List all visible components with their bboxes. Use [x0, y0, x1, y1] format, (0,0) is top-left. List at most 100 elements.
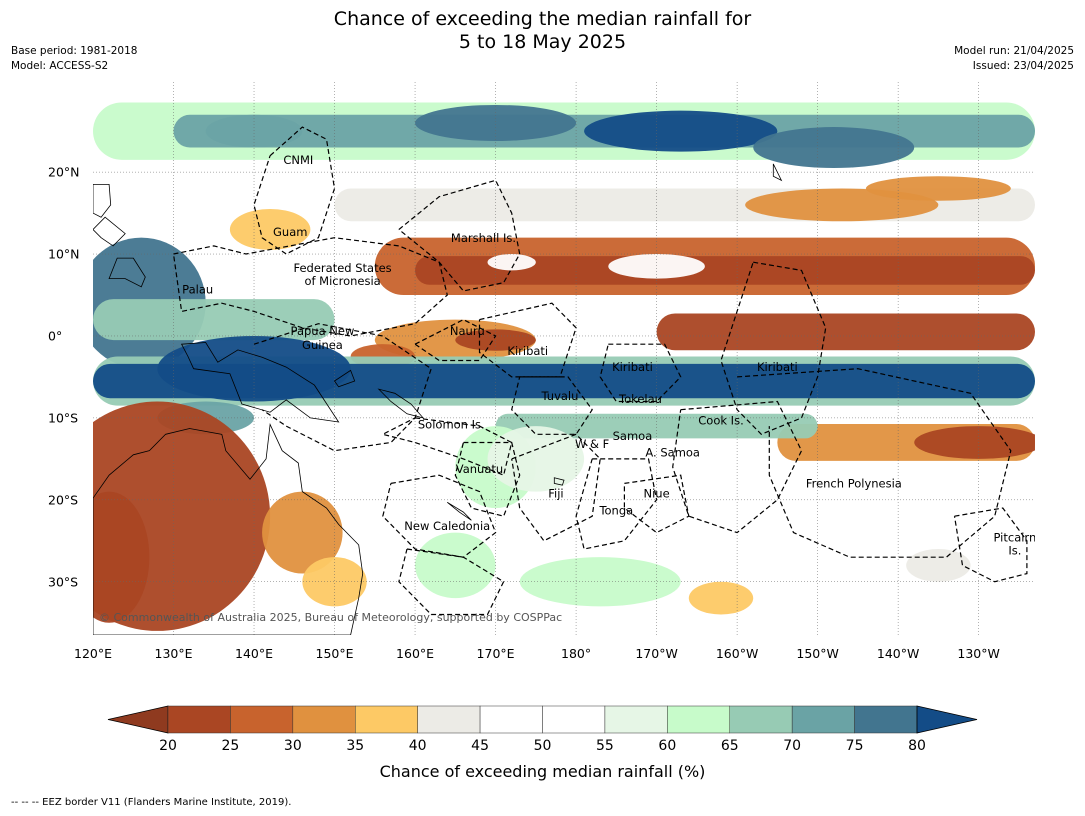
- map-title: Chance of exceeding the median rainfall …: [0, 8, 1085, 54]
- title-line-1: Chance of exceeding the median rainfall …: [333, 8, 752, 30]
- colorbar-segment: [854, 705, 918, 734]
- region-label: Kiribati: [612, 360, 653, 374]
- colorbar-segment: [417, 705, 481, 734]
- latitude-tick-label: 20°S: [48, 492, 79, 508]
- colorbar-tick-label: 35: [346, 738, 365, 754]
- colorbar-tick-label: 70: [783, 738, 802, 754]
- region-label: New Caledonia: [404, 519, 490, 533]
- longitude-tick-label: 180°: [561, 646, 592, 661]
- colorbar-segment: [167, 705, 231, 734]
- colorbar-tick-label: 60: [658, 738, 677, 754]
- region-label: Tonga: [598, 504, 633, 518]
- field-blob: [229, 208, 311, 250]
- field-blob: [487, 254, 536, 271]
- longitude-tick-label: 150°W: [796, 646, 839, 661]
- eez-fsm: [172, 237, 448, 337]
- region-label: Guinea: [302, 338, 343, 352]
- colorbar-segment: [479, 705, 543, 734]
- eez-footnote: -- -- -- EEZ border V11 (Flanders Marine…: [11, 797, 292, 808]
- latitude-tick-label: 10°S: [48, 410, 79, 426]
- field-blob: [415, 104, 577, 141]
- eez-kiribati-phoenix: [599, 343, 682, 403]
- base-period: Base period: 1981-2018: [11, 45, 138, 57]
- title-line-2: 5 to 18 May 2025: [458, 31, 627, 53]
- rainfall-field: [93, 82, 1035, 635]
- field-blob: [157, 335, 351, 402]
- region-label: Is.: [1008, 544, 1021, 558]
- colorbar-tick-label: 75: [845, 738, 864, 754]
- coastlines: [93, 163, 783, 635]
- field-blob: [584, 110, 778, 152]
- longitude-tick-label: 140°W: [876, 646, 920, 661]
- region-label: Niue: [644, 486, 670, 500]
- graticule: [93, 82, 1035, 635]
- field-blob: [865, 176, 1011, 201]
- colorbar-segment: [230, 705, 294, 734]
- region-label: W & F: [575, 437, 609, 451]
- region-label: Federated States: [293, 261, 391, 275]
- region-label: Tuvalu: [541, 389, 579, 403]
- region-label: Cook Is.: [698, 413, 743, 427]
- new-britain-coast: [333, 369, 356, 388]
- longitude-tick-label: 170°E: [476, 646, 515, 661]
- longitude-tick-label: 160°W: [715, 646, 759, 661]
- colorbar-tick-label: 40: [408, 738, 427, 754]
- meta-right: Model run: 21/04/2025 Issued: 23/04/2025: [954, 44, 1074, 74]
- region-label: Samoa: [613, 429, 653, 443]
- region-label: A. Samoa: [645, 445, 700, 459]
- field-blob: [914, 426, 1035, 459]
- colorbar-segment: [667, 705, 730, 734]
- eez-solomon: [381, 417, 513, 477]
- field-blob: [302, 557, 367, 607]
- region-label: Fiji: [548, 486, 563, 500]
- colorbar-segment: [292, 705, 356, 734]
- colorbar-tick-label: 80: [908, 738, 926, 754]
- colorbar-tick-label: 65: [720, 738, 739, 754]
- rainfall-map: CNMI Guam Marshall Is. Federated States of M…: [93, 82, 1035, 635]
- eez-tuvalu: [511, 376, 593, 435]
- eez-cnmi: [253, 126, 336, 255]
- colorbar-tick-label: 50: [533, 738, 552, 754]
- field-blob: [487, 426, 585, 492]
- model-run: Model run: 21/04/2025: [954, 45, 1074, 57]
- philippines-coast: [93, 216, 126, 247]
- colorbar-segment: [355, 705, 418, 734]
- region-label: Kiribati: [507, 344, 548, 358]
- eez-tonga: [575, 458, 658, 550]
- field-band: [495, 413, 818, 439]
- field-blob: [608, 254, 705, 279]
- region-label: Kiribati: [757, 360, 798, 374]
- eez-french-polynesia: [737, 368, 1012, 558]
- colorbar-tick-label: 25: [221, 738, 240, 754]
- field-band: [656, 313, 1035, 351]
- field-blob: [93, 491, 150, 623]
- region-label: Nauru: [450, 324, 485, 338]
- eez-nauru: [414, 318, 497, 362]
- region-label: French Polynesia: [806, 477, 902, 491]
- eez-vanuatu: [454, 441, 521, 517]
- region-label: Palau: [182, 282, 213, 296]
- region-label: Pitcairn: [993, 531, 1035, 545]
- colorbar-label: Chance of exceeding median rainfall (%): [379, 762, 706, 781]
- fiji-coast: [553, 477, 565, 486]
- longitude-tick-label: 130°E: [154, 646, 193, 661]
- copyright-text: © Commonwealth of Australia 2025, Bureau…: [99, 611, 562, 624]
- region-label: of Micronesia: [304, 274, 380, 288]
- region-label: Vanuatu: [456, 462, 503, 476]
- field-blob: [753, 127, 915, 169]
- region-label: Marshall Is.: [451, 231, 516, 245]
- latitude-tick-label: 20°N: [48, 164, 80, 180]
- mindanao-coast: [108, 257, 146, 288]
- field-blob: [906, 548, 971, 582]
- field-blob: [205, 114, 303, 148]
- eez-borders: [172, 126, 1028, 616]
- latitude-tick-label: 10°N: [48, 246, 80, 262]
- eez-fiji: [511, 433, 601, 542]
- colorbar-tick-label: 45: [471, 738, 489, 754]
- eez-new-caledonia: [382, 474, 497, 558]
- latitude-tick-label: 30°S: [48, 574, 79, 590]
- new-guinea-coast: [180, 342, 340, 423]
- longitude-tick-label: 140°E: [235, 646, 274, 661]
- hawaii-coast: [772, 163, 783, 182]
